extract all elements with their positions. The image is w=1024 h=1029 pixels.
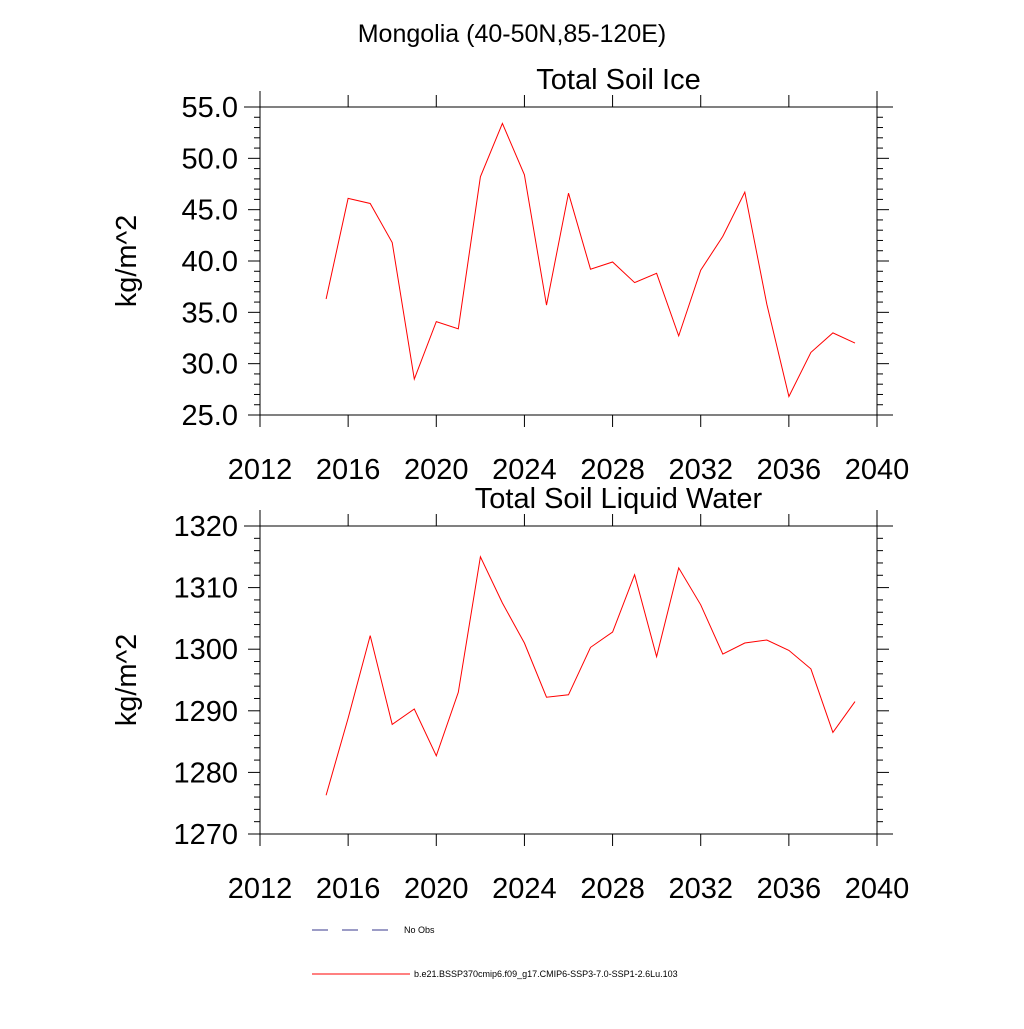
y-tick-label: 45.0 <box>182 195 238 227</box>
x-tick-label: 2040 <box>845 873 910 905</box>
series-line <box>325 122 856 398</box>
y-tick-label: 1280 <box>173 757 238 789</box>
x-tick-label: 2036 <box>757 873 822 905</box>
legend-label-no-obs: No Obs <box>404 925 435 935</box>
chart-panel-soil-liquid-water: Total Soil Liquid Water kg/m^2 2012 2016 202… <box>111 483 909 905</box>
x-tick-label: 2032 <box>668 873 733 905</box>
legend-label-model: b.e21.BSSP370cmip6.f09_g17.CMIP6-SSP3-7.… <box>414 969 678 979</box>
y-tick-label: 1320 <box>173 511 238 543</box>
chart-title: Total Soil Liquid Water <box>475 483 763 515</box>
y-axis-label: kg/m^2 <box>111 215 143 308</box>
y-tick-label: 1310 <box>173 573 238 605</box>
y-tick-label: 1270 <box>173 819 238 851</box>
y-tick-label: 30.0 <box>182 349 238 381</box>
x-tick-label: 2016 <box>316 873 381 905</box>
series-line <box>325 555 856 796</box>
chart-panel-soil-ice: Total Soil Ice kg/m^2 2012 2016 2020 2024 2028… <box>111 64 909 486</box>
x-tick-label: 2012 <box>228 873 293 905</box>
y-tick-label: 40.0 <box>182 246 238 278</box>
x-tick-label: 2028 <box>580 454 645 486</box>
y-tick-label: 55.0 <box>182 92 238 124</box>
x-tick-label: 2020 <box>404 873 469 905</box>
chart-title: Total Soil Ice <box>536 64 700 96</box>
y-tick-label: 1300 <box>173 634 238 666</box>
y-tick-label: 50.0 <box>182 143 238 175</box>
y-axis-label: kg/m^2 <box>111 634 143 727</box>
x-tick-label: 2040 <box>845 454 910 486</box>
x-tick-label: 2016 <box>316 454 381 486</box>
legend: No Obs b.e21.BSSP370cmip6.f09_g17.CMIP6-… <box>312 925 678 979</box>
x-tick-label: 2012 <box>228 454 293 486</box>
x-tick-label: 2024 <box>492 873 557 905</box>
x-tick-label: 2024 <box>492 454 557 486</box>
figure-supertitle: Mongolia (40-50N,85-120E) <box>358 20 667 48</box>
x-tick-label: 2032 <box>668 454 733 486</box>
y-tick-label: 1290 <box>173 696 238 728</box>
x-tick-label: 2028 <box>580 873 645 905</box>
x-tick-label: 2036 <box>757 454 822 486</box>
x-tick-label: 2020 <box>404 454 469 486</box>
y-tick-label: 35.0 <box>182 297 238 329</box>
y-tick-label: 25.0 <box>182 400 238 432</box>
